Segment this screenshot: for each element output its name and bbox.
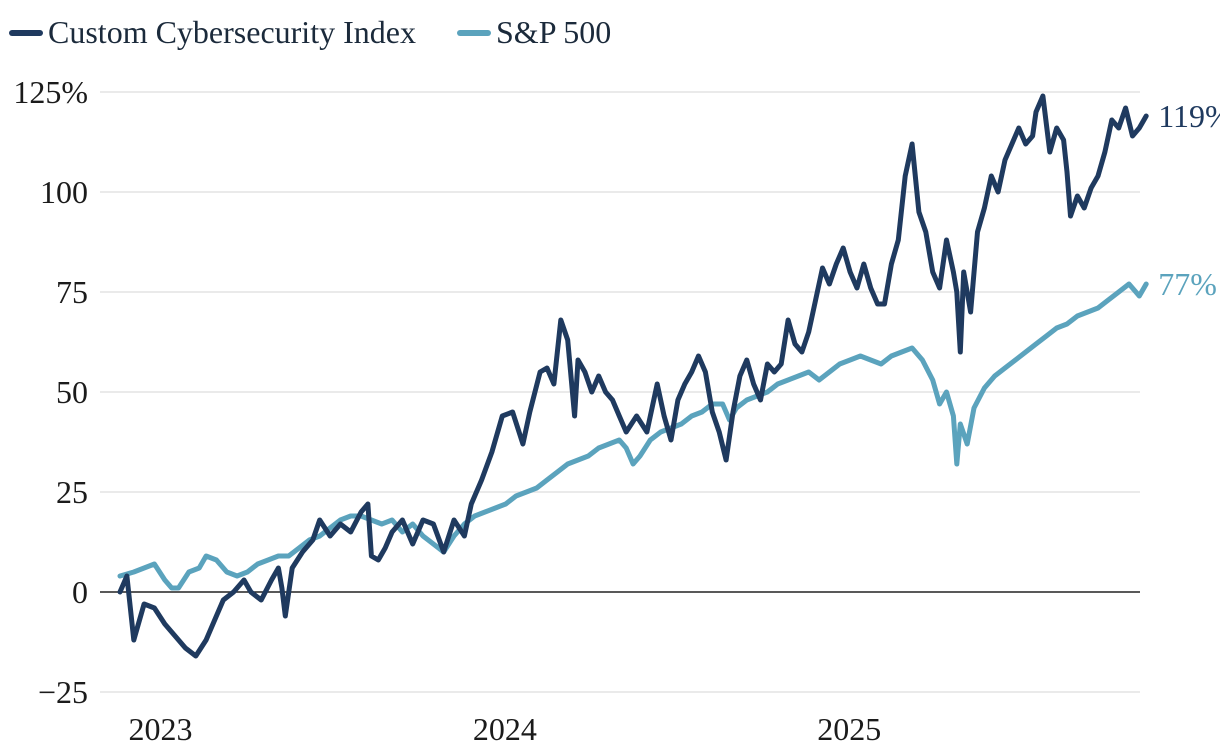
y-tick-label-5: 0 — [72, 574, 88, 610]
y-tick-label-4: 25 — [56, 474, 88, 510]
legend-label-1: S&P 500 — [496, 14, 611, 50]
y-tick-label-2: 75 — [56, 274, 88, 310]
series-line-1 — [117, 281, 1149, 591]
x-tick-label-0: 2023 — [129, 711, 193, 747]
y-axis-ticks: 125% 100 75 50 25 0 −25 — [13, 74, 88, 710]
y-tick-label-3: 50 — [56, 374, 88, 410]
y-tick-label-0: 125% — [13, 74, 88, 110]
chart-gridlines — [100, 91, 1140, 693]
y-tick-label-1: 100 — [40, 174, 88, 210]
series-line-0 — [117, 93, 1149, 659]
x-tick-label-2: 2025 — [817, 711, 881, 747]
end-label-1: 77% — [1158, 266, 1217, 302]
x-axis-ticks: 2023 2024 2025 — [129, 711, 882, 747]
legend-label-0: Custom Cybersecurity Index — [48, 14, 416, 50]
end-label-0: 119% — [1158, 98, 1220, 134]
x-tick-label-1: 2024 — [473, 711, 537, 747]
y-tick-label-6: −25 — [38, 674, 88, 710]
series-end-labels: 119% 77% — [1158, 98, 1220, 302]
chart-legend: Custom Cybersecurity Index S&P 500 — [9, 14, 611, 50]
chart-series — [117, 93, 1149, 659]
